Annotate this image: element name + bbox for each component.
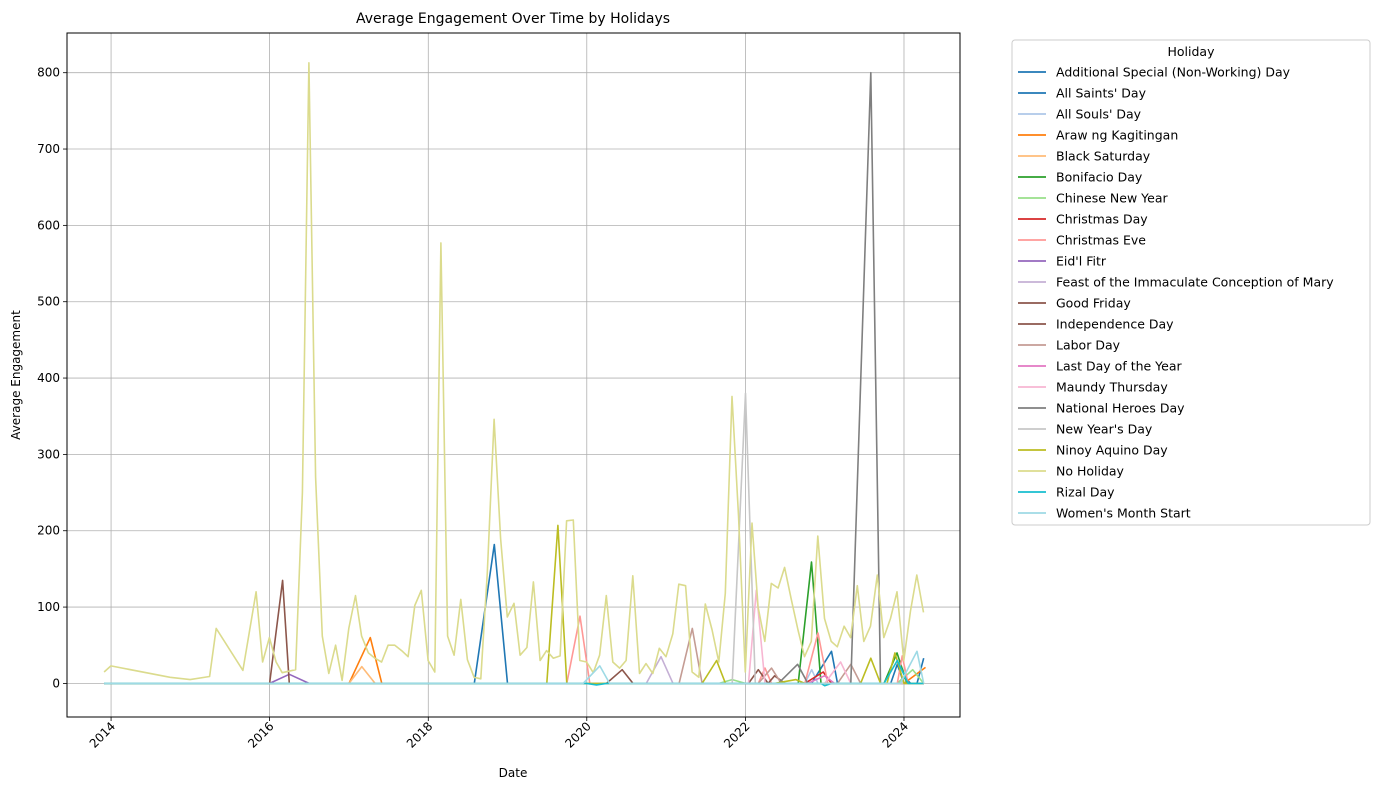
legend-item-label: Independence Day: [1056, 317, 1174, 332]
y-tick-label: 800: [37, 66, 60, 80]
legend-item-label: Rizal Day: [1056, 485, 1115, 500]
series-line: [104, 659, 924, 687]
series-lines: [103, 61, 926, 687]
y-axis-label: Average Engagement: [9, 310, 23, 440]
y-tick-label: 100: [37, 600, 60, 614]
legend-item-label: Women's Month Start: [1056, 506, 1191, 521]
legend-item-label: Labor Day: [1056, 338, 1121, 353]
legend-item-label: Maundy Thursday: [1056, 380, 1168, 395]
legend-item-label: National Heroes Day: [1056, 401, 1185, 416]
legend-item-label: All Souls' Day: [1056, 107, 1142, 122]
chart-title: Average Engagement Over Time by Holidays: [356, 11, 670, 27]
legend: Holiday Additional Special (Non-Working)…: [1011, 39, 1371, 526]
legend-item-label: Christmas Day: [1056, 212, 1148, 227]
legend-item-label: All Saints' Day: [1056, 86, 1147, 101]
x-axis-label: Date: [499, 766, 528, 780]
y-tick-label: 0: [52, 676, 60, 690]
legend-item-label: Chinese New Year: [1056, 191, 1168, 206]
y-tick-label: 300: [37, 447, 60, 461]
y-tick-label: 400: [37, 371, 60, 385]
series-line: [104, 650, 925, 685]
legend-title: Holiday: [1168, 44, 1216, 59]
y-tick-label: 600: [37, 218, 60, 232]
legend-item-label: Good Friday: [1056, 296, 1131, 311]
series-line: [103, 61, 925, 682]
legend-item-label: Feast of the Immaculate Conception of Ma…: [1056, 275, 1334, 290]
legend-item-label: New Year's Day: [1056, 422, 1153, 437]
series-line: [104, 627, 924, 685]
y-axis: 0 100 200 300 400 500 600 700 800: [37, 66, 67, 690]
legend-item-label: Bonifacio Day: [1056, 170, 1143, 185]
legend-frame: [1011, 39, 1371, 526]
legend-item-label: Additional Special (Non-Working) Day: [1056, 65, 1291, 80]
legend-item-label: Ninoy Aquino Day: [1056, 443, 1168, 458]
legend-item-label: Last Day of the Year: [1056, 359, 1183, 374]
y-tick-label: 700: [37, 142, 60, 156]
legend-item-label: Araw ng Kagitingan: [1056, 128, 1178, 143]
legend-item-label: No Holiday: [1056, 464, 1125, 479]
plot-frame: [66, 32, 961, 718]
legend-item-label: Christmas Eve: [1056, 233, 1146, 248]
y-tick-label: 200: [37, 524, 60, 538]
legend-item-label: Black Saturday: [1056, 149, 1151, 164]
legend-item-label: Eid'l Fitr: [1056, 254, 1107, 269]
grid-lines: [67, 33, 960, 717]
y-tick-label: 500: [37, 295, 60, 309]
